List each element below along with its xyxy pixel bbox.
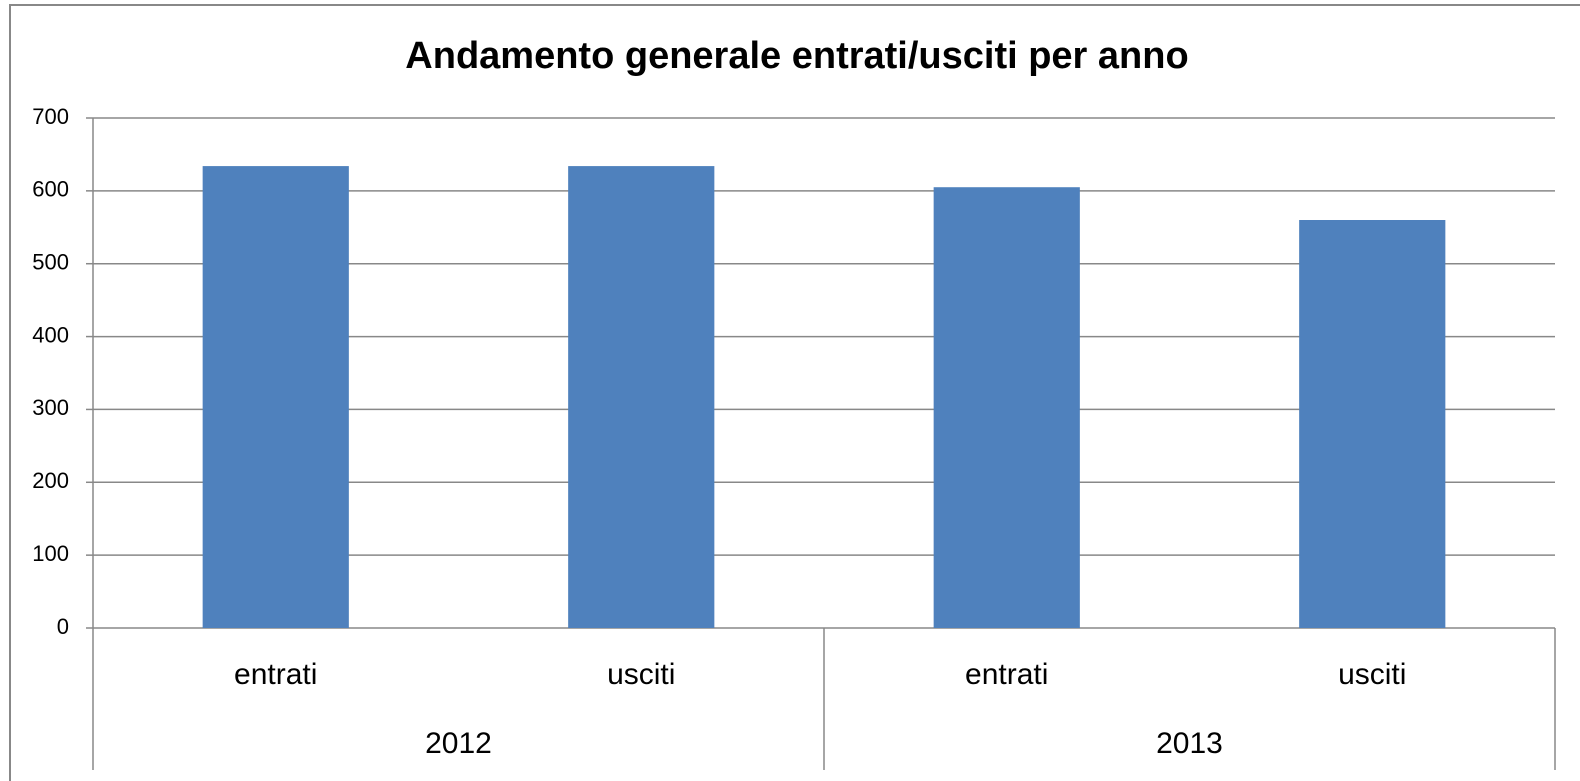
bar bbox=[202, 166, 349, 629]
y-tick-label: 400 bbox=[32, 322, 69, 347]
chart-border bbox=[9, 4, 1580, 781]
bar bbox=[568, 166, 715, 629]
bar bbox=[933, 187, 1080, 628]
y-tick-label: 700 bbox=[32, 104, 69, 129]
bar bbox=[1299, 220, 1446, 628]
x-tick-label: entrati bbox=[965, 658, 1048, 691]
y-tick-label: 500 bbox=[32, 250, 69, 275]
group-label: 2012 bbox=[425, 727, 492, 760]
x-tick-label: usciti bbox=[1338, 658, 1406, 691]
y-tick-label: 100 bbox=[32, 541, 69, 566]
y-tick-label: 600 bbox=[32, 177, 69, 202]
x-tick-label: entrati bbox=[234, 658, 317, 691]
chart-title: Andamento generale entrati/usciti per an… bbox=[405, 35, 1188, 77]
group-label: 2013 bbox=[1156, 727, 1223, 760]
y-tick-label: 200 bbox=[32, 468, 69, 493]
y-tick-label: 300 bbox=[32, 395, 69, 420]
y-tick-label: 0 bbox=[57, 614, 69, 639]
x-tick-label: usciti bbox=[607, 658, 675, 691]
